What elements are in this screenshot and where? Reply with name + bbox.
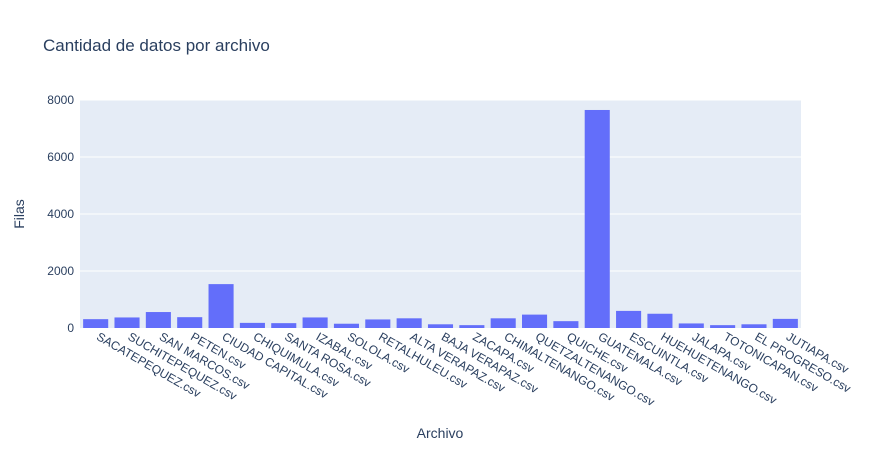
bar [490,318,516,328]
bar [177,317,203,328]
bar [333,323,359,328]
bar [553,321,579,328]
bar [710,325,736,328]
bar [271,323,297,328]
bar [522,314,548,328]
x-axis-title: Archivo [417,425,464,441]
bar [772,318,798,328]
bars [83,109,798,328]
bar [302,317,328,328]
bar [145,312,171,328]
bar [83,319,109,328]
bar [208,284,234,328]
bar [396,318,422,328]
y-tick-label: 6000 [47,150,74,164]
bar [239,322,265,328]
gridlines [80,99,801,272]
bar [365,319,391,328]
y-tick-label: 8000 [47,93,74,107]
bar [741,324,767,328]
bar [647,313,673,328]
y-tick-label: 0 [67,321,74,335]
y-tick-label: 4000 [47,207,74,221]
chart-title: Cantidad de datos por archivo [43,36,270,55]
bar [584,109,610,328]
bar [114,317,140,328]
y-axis-ticks: 0 2000 4000 6000 8000 [47,93,74,335]
y-axis-title: Filas [11,199,27,229]
bar [427,324,454,328]
bar [459,325,485,328]
y-tick-label: 2000 [47,264,74,278]
bar [678,323,704,328]
bar [616,310,642,328]
